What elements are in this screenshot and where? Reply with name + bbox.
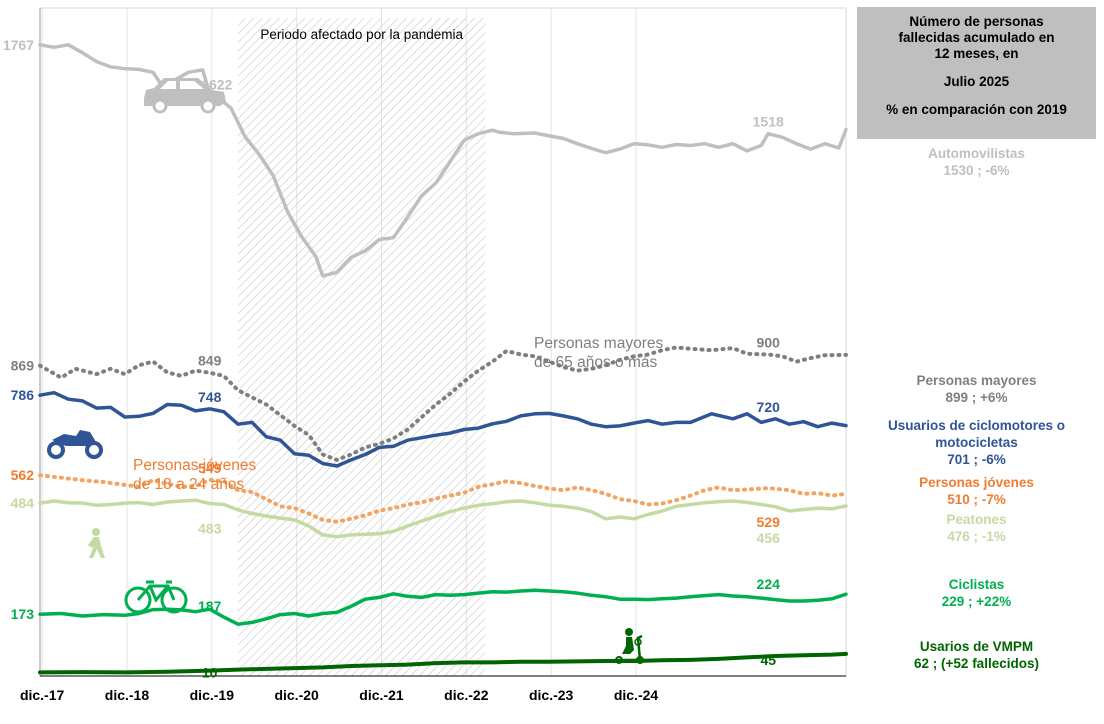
- series-annotation-line: de 65 años o más: [534, 354, 657, 371]
- series-label-jovenes: Personas jóvenes 510 ; -7%: [857, 474, 1096, 508]
- series-line-ciclistas: [38, 588, 848, 626]
- value-label: 562: [11, 467, 35, 483]
- series-name: Usuarios de ciclomotores o motocicletas: [887, 418, 1066, 450]
- x-tick-label: dic.-18: [105, 687, 150, 703]
- series-line-vmpm: [38, 651, 848, 675]
- car-icon: [144, 78, 226, 114]
- series-label-mayores: Personas mayores 899 ; +6%: [857, 372, 1096, 406]
- x-tick-label: dic.-19: [190, 687, 235, 703]
- pandemic-band-label: Periodo afectado por la pandemia: [260, 27, 463, 42]
- x-tick-label: dic.-22: [444, 687, 489, 703]
- series-value: 62 ; (+52 fallecidos): [914, 656, 1039, 671]
- x-tick-label: dic.-20: [274, 687, 319, 703]
- axes: dic.-17 dic.-18 dic.-19 dic.-20 dic.-21 dic.-…: [20, 8, 846, 703]
- value-label: 1518: [753, 114, 784, 130]
- info-comparison: % en comparación con 2019: [886, 102, 1067, 117]
- series-annotation-line: Personas mayores: [534, 335, 663, 352]
- series-line-peatones: [38, 498, 848, 539]
- value-label: 173: [11, 606, 35, 622]
- value-label: 10: [202, 664, 218, 680]
- series-label-automovilistas: Automovilistas 1530 ; -6%: [857, 145, 1096, 179]
- value-label: 456: [757, 530, 781, 546]
- series-name: Usarios de VMPM: [919, 639, 1034, 654]
- x-tick-label: dic.-24: [614, 687, 659, 703]
- info-box: Número de personas fallecidas acumulado …: [857, 7, 1096, 139]
- series-label-vmpm: Usarios de VMPM 62 ; (+52 fallecidos): [857, 638, 1096, 672]
- value-label: 900: [757, 335, 781, 351]
- x-tick-label: dic.-23: [529, 687, 574, 703]
- value-label: 483: [198, 520, 222, 536]
- value-label: 45: [760, 652, 776, 668]
- bicycle-icon: [124, 580, 188, 614]
- pandemic-band-area: [237, 18, 486, 676]
- series-value: 476 ; -1%: [947, 529, 1006, 544]
- series-name: Personas mayores: [916, 373, 1037, 388]
- value-label: 224: [757, 576, 781, 592]
- pandemic-band: Periodo afectado por la pandemia: [237, 18, 486, 676]
- series-annotation-line: de 18 a 24 años: [133, 476, 244, 493]
- pedestrian-icon: [88, 528, 105, 558]
- info-title-line: 12 meses, en: [934, 46, 1019, 61]
- series-name: Personas jóvenes: [919, 475, 1034, 490]
- value-label: 187: [198, 598, 222, 614]
- info-month: Julio 2025: [943, 74, 1010, 89]
- series-value: 899 ; +6%: [945, 390, 1008, 405]
- line-chart: Periodo afectado por la pandemia dic.-17…: [3, 7, 848, 703]
- series-value: 229 ; +22%: [941, 594, 1012, 609]
- series-name: Automovilistas: [928, 146, 1025, 161]
- motorcycle-icon: [47, 430, 103, 459]
- series-name: Peatones: [946, 512, 1007, 527]
- info-title-line: fallecidas acumulado en: [898, 30, 1055, 45]
- x-tick-label: dic.-17: [20, 687, 65, 703]
- series-label-ciclistas: Ciclistas 229 ; +22%: [857, 576, 1096, 610]
- series-annotation-line: Personas jóvenes: [133, 457, 256, 474]
- series-name: Ciclistas: [948, 577, 1005, 592]
- value-label: 786: [11, 387, 35, 403]
- series-value: 510 ; -7%: [947, 492, 1006, 507]
- scooter-icon: [615, 628, 644, 664]
- value-label: 484: [11, 495, 35, 511]
- annotations: Personas mayores de 65 años o más Personas…: [133, 335, 663, 493]
- value-label: 849: [198, 353, 222, 369]
- series-label-moto: Usuarios de ciclomotores o motocicletas …: [857, 417, 1096, 468]
- series-line-jovenes: [38, 473, 848, 524]
- series-label-peatones: Peatones 476 ; -1%: [857, 511, 1096, 545]
- info-title-line: Número de personas: [909, 14, 1044, 29]
- series-line-mayores: [38, 345, 848, 462]
- value-label: 748: [198, 389, 222, 405]
- series-value: 701 ; -6%: [947, 452, 1006, 467]
- value-label: 720: [757, 399, 781, 415]
- x-tick-label: dic.-21: [359, 687, 404, 703]
- value-label: 869: [11, 358, 35, 374]
- value-label: 529: [757, 514, 781, 530]
- value-label: 549: [198, 460, 222, 476]
- value-label: 1767: [3, 37, 34, 53]
- series-value: 1530 ; -6%: [943, 163, 1010, 178]
- series-line-moto: [38, 390, 848, 468]
